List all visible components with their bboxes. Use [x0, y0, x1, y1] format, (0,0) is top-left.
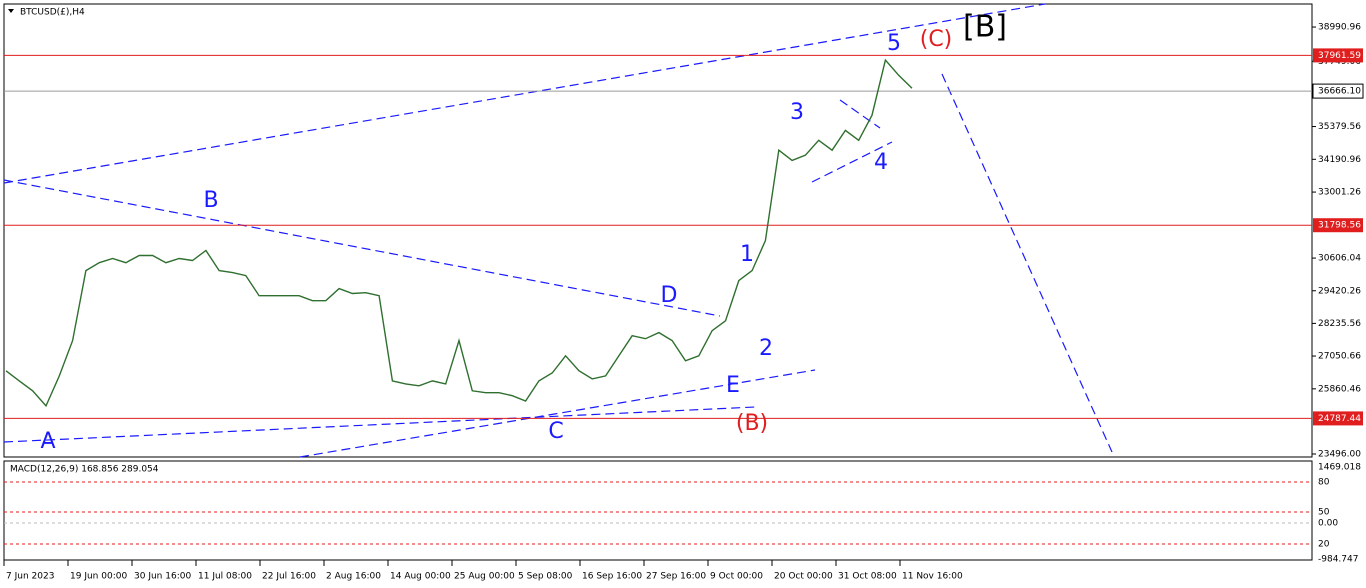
level-label: 37961.59 — [1318, 51, 1361, 61]
level-box — [1313, 48, 1363, 63]
y-tick-label: 33001.26 — [1318, 188, 1361, 198]
trend-lines — [3, 3, 1113, 458]
wave-label: E — [726, 373, 740, 398]
y-tick-label: 35379.56 — [1318, 122, 1361, 132]
y-tick-label: 34190.96 — [1318, 155, 1361, 165]
x-tick-label: 7 Jun 2023 — [6, 572, 54, 582]
wave-label: 2 — [759, 336, 773, 361]
x-tick-label: 31 Oct 08:00 — [838, 572, 897, 582]
x-tick-label: 11 Jul 08:00 — [198, 572, 252, 582]
level-box — [1313, 218, 1363, 233]
macd-panel — [3, 460, 1313, 561]
wave-label: (C) — [920, 27, 953, 52]
wave-label: D — [661, 283, 678, 308]
wave-label: 3 — [790, 100, 804, 125]
wave-label: [B] — [963, 10, 1007, 45]
trend-line — [811, 141, 893, 183]
x-tick-label: 25 Aug 00:00 — [454, 572, 515, 582]
y-tick-label: 38990.96 — [1318, 23, 1361, 33]
level-label: 36666.10 — [1318, 87, 1361, 97]
y-tick-label: 27050.66 — [1318, 352, 1361, 362]
wave-label: 5 — [887, 31, 901, 56]
macd-scale-label: 1469.018 — [1318, 463, 1361, 473]
x-tick-label: 9 Oct 00:00 — [710, 572, 763, 582]
x-tick-label: 11 Nov 16:00 — [902, 572, 963, 582]
wave-label: B — [203, 188, 218, 213]
y-tick-label: 25860.46 — [1318, 384, 1361, 394]
wave-label: C — [548, 419, 563, 444]
macd-scale-label: 50 — [1318, 508, 1330, 518]
level-box — [1313, 411, 1363, 426]
symbol-label: BTCUSD(£),H4 — [20, 8, 85, 18]
macd-scale-label: 80 — [1318, 478, 1330, 488]
level-box — [1312, 83, 1364, 99]
trend-line — [299, 369, 816, 458]
level-label: 31798.56 — [1318, 221, 1361, 231]
x-tick-label: 19 Jun 00:00 — [70, 572, 127, 582]
wave-label: (B) — [736, 411, 768, 436]
x-tick-label: 27 Sep 16:00 — [646, 572, 706, 582]
x-tick-label: 20 Oct 00:00 — [774, 572, 833, 582]
main-panel — [3, 3, 1313, 458]
y-tick-label: 30606.04 — [1318, 254, 1361, 264]
trend-line — [3, 3, 1046, 184]
x-tick-label: 14 Aug 00:00 — [390, 572, 451, 582]
symbol-arrow — [8, 9, 14, 13]
trend-line — [3, 179, 721, 317]
trend-line — [839, 99, 881, 129]
x-tick-label: 30 Jun 16:00 — [134, 572, 191, 582]
y-tick-label: 29420.26 — [1318, 286, 1361, 296]
wave-label: A — [40, 429, 55, 454]
macd-scale-label: -984.747 — [1318, 555, 1358, 565]
wave-label: 4 — [874, 150, 888, 175]
price-line — [5, 58, 913, 408]
wave-label: 1 — [740, 242, 754, 267]
y-tick-label: 28235.56 — [1318, 319, 1361, 329]
level-label: 24787.44 — [1318, 414, 1361, 424]
macd-scale-label: 0.00 — [1318, 519, 1338, 529]
x-tick-label: 16 Sep 16:00 — [582, 572, 642, 582]
x-tick-label: 22 Jul 16:00 — [262, 572, 316, 582]
y-tick-label: 23496.00 — [1318, 449, 1361, 459]
macd-scale-label: 20 — [1318, 540, 1330, 550]
macd-title: MACD(12,26,9) 168.856 289.054 — [10, 465, 159, 475]
x-tick-label: 5 Sep 08:00 — [518, 572, 573, 582]
x-tick-label: 2 Aug 16:00 — [326, 572, 381, 582]
